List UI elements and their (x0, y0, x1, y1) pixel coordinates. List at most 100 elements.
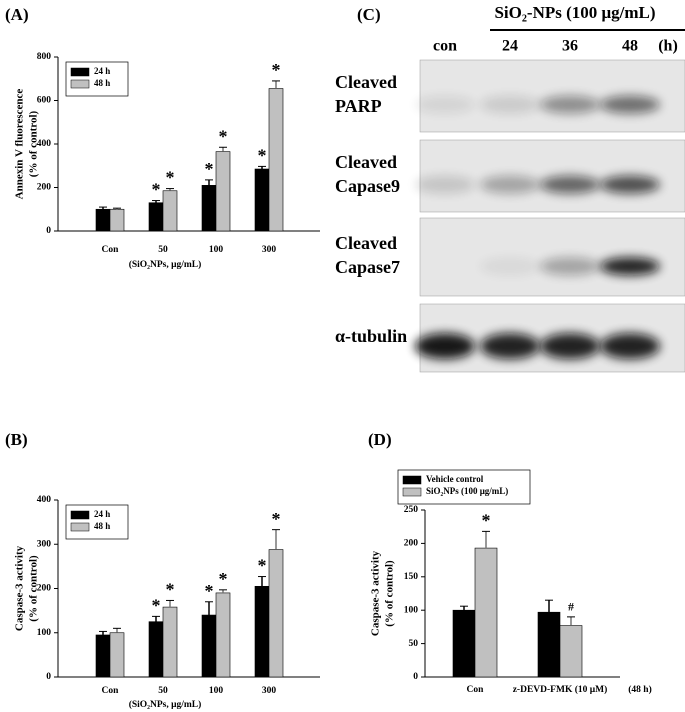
y-tick-label: 100 (404, 605, 419, 615)
bar (215, 151, 231, 232)
significance-mark: * (205, 159, 214, 179)
row-label: Cleaved (335, 152, 397, 172)
error-bar (219, 589, 227, 593)
x-tick-label: 300 (262, 245, 277, 255)
y-tick-label: 200 (404, 539, 419, 549)
legend-label: 48 h (94, 78, 110, 88)
y-tick-label: 600 (37, 96, 52, 106)
x-axis-label: (SiO₂NPs, μg/mL) (129, 259, 202, 270)
bar (109, 208, 125, 232)
error-bar (460, 605, 468, 611)
significance-mark: * (258, 146, 267, 166)
x-tick-label: 300 (262, 686, 277, 696)
blot-band (415, 95, 475, 114)
y-tick-label: 400 (37, 495, 52, 505)
bar (268, 88, 284, 232)
significance-mark: * (219, 569, 228, 589)
legend-swatch (402, 487, 422, 497)
blot-band (415, 175, 475, 194)
bar (215, 592, 231, 678)
blot-membrane (419, 217, 685, 297)
legend-label: Vehicle control (426, 474, 484, 484)
error-bar (205, 179, 213, 186)
bar (559, 625, 583, 678)
significance-mark: # (568, 600, 574, 614)
y-axis-label: Caspase-3 activity (370, 550, 382, 636)
legend-label: 24 h (94, 509, 110, 519)
blot-band (480, 95, 540, 114)
row-label: α-tubulin (335, 326, 407, 346)
bar (109, 632, 125, 678)
significance-mark: * (258, 556, 267, 576)
bar (254, 585, 270, 678)
blot-band (480, 333, 540, 360)
row-label: Capase7 (335, 257, 400, 277)
legend-swatch (70, 522, 90, 532)
blot-band (480, 257, 540, 276)
y-tick-label: 0 (413, 672, 418, 682)
x-tick-label: Con (102, 245, 120, 255)
bar (268, 549, 284, 678)
error-bar (545, 599, 553, 613)
lane-label: 48 (622, 38, 638, 55)
y-axis-label: (% of control) (384, 560, 396, 627)
significance-mark: * (152, 180, 161, 200)
blot-membrane (419, 59, 685, 133)
y-tick-label: 150 (404, 572, 419, 582)
panel-label: (D) (368, 430, 392, 449)
blot-band (600, 95, 660, 114)
lane-label: con (433, 38, 457, 55)
y-tick-label: 0 (46, 226, 51, 236)
significance-mark: * (272, 60, 281, 80)
legend-label: 48 h (94, 521, 110, 531)
lane-label: 36 (562, 38, 578, 55)
error-bar (113, 627, 121, 633)
error-bar (99, 206, 107, 210)
y-tick-label: 400 (37, 139, 52, 149)
bar (162, 190, 178, 232)
blot-membrane (419, 139, 685, 213)
blot-band (540, 95, 600, 114)
error-bar (113, 207, 121, 210)
lane-label: 24 (502, 38, 518, 55)
x-axis-label: (SiO₂NPs, μg/mL) (129, 699, 202, 710)
legend-box (65, 61, 129, 97)
error-bar (272, 529, 280, 550)
legend-swatch (70, 67, 90, 77)
significance-mark: * (152, 596, 161, 616)
significance-mark: * (205, 581, 214, 601)
unit-label: (h) (658, 38, 678, 55)
error-bar (99, 630, 107, 635)
x-axis-note: (48 h) (628, 684, 652, 695)
y-axis-label: (% of control) (28, 110, 40, 177)
significance-mark: * (482, 511, 491, 531)
bar (162, 606, 178, 678)
x-tick-label: 100 (209, 686, 224, 696)
significance-mark: * (166, 580, 175, 600)
error-bar (482, 530, 490, 549)
error-bar (152, 615, 160, 622)
error-bar (272, 80, 280, 89)
row-label: PARP (335, 96, 382, 116)
blot-band (540, 257, 600, 276)
error-bar (205, 601, 213, 616)
error-bar (219, 146, 227, 152)
y-tick-label: 50 (409, 639, 419, 649)
row-label: Capase9 (335, 176, 400, 196)
legend-swatch (70, 79, 90, 89)
treatment-label: SiO₂-NPs (100 μg/mL) (494, 3, 655, 22)
error-bar (166, 188, 174, 191)
legend-swatch (402, 475, 422, 485)
x-tick-label: z-DEVD-FMK (10 μM) (513, 684, 608, 695)
blot-band (600, 333, 660, 360)
y-tick-label: 300 (37, 539, 52, 549)
blot-band (600, 175, 660, 194)
bar (254, 168, 270, 232)
row-label: Cleaved (335, 72, 397, 92)
legend-swatch (70, 510, 90, 520)
blot-band (600, 257, 660, 276)
legend-label: 24 h (94, 66, 110, 76)
bar (474, 547, 498, 678)
x-tick-label: Con (467, 685, 485, 695)
legend-box (65, 504, 129, 540)
